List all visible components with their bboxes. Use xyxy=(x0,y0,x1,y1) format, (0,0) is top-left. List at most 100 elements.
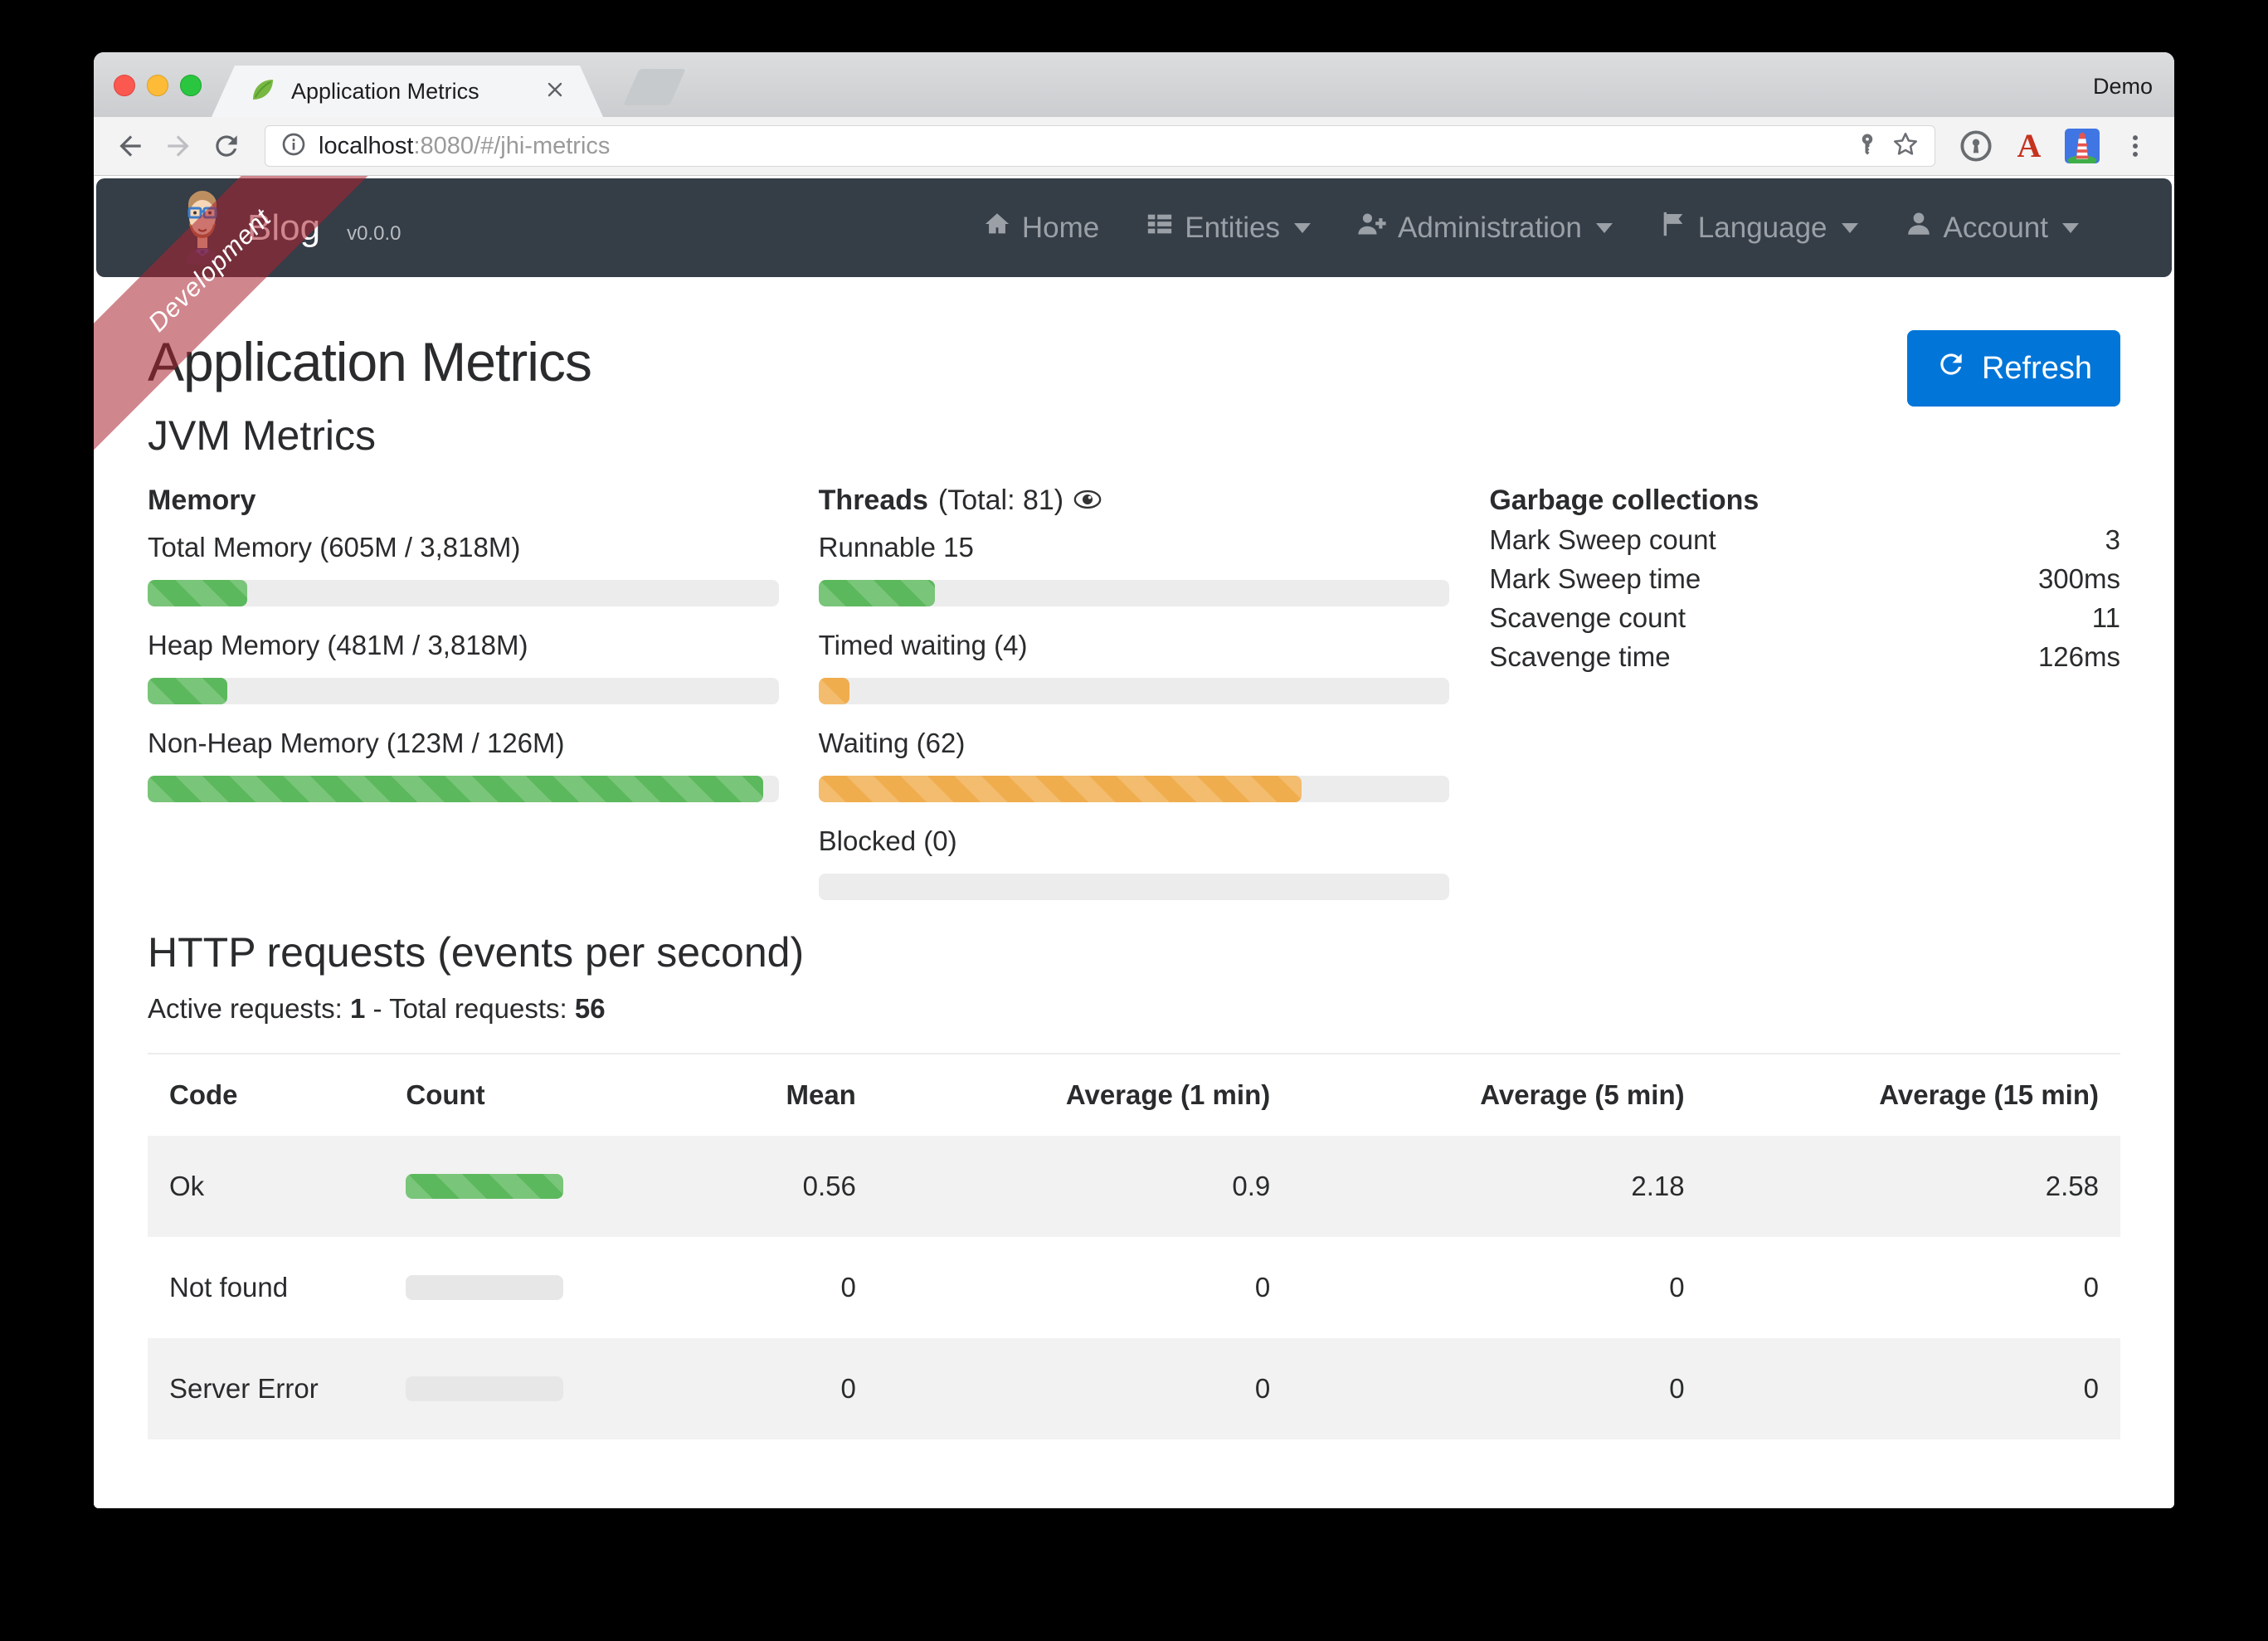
waiting-label: Waiting (62) xyxy=(818,728,966,758)
nav-item-home[interactable]: Home xyxy=(983,210,1099,246)
avg15-cell: 0 xyxy=(2083,1373,2099,1404)
spring-leaf-icon xyxy=(250,76,276,107)
nav-item-label: Home xyxy=(1021,211,1100,244)
mean-cell: 0.56 xyxy=(802,1171,856,1201)
gc-label: Mark Sweep time xyxy=(1489,563,1701,594)
brand-version: v0.0.0 xyxy=(347,222,402,245)
tab-close-icon[interactable] xyxy=(545,80,565,104)
language-icon xyxy=(1659,210,1687,246)
total-memory-label: Total Memory (605M / 3,818M) xyxy=(148,532,521,562)
lighthouse-extension-icon[interactable] xyxy=(2061,125,2103,167)
active-requests-value: 1 xyxy=(349,993,366,1024)
table-row-ok: Ok 0.56 0.9 2.18 2.58 xyxy=(148,1136,2120,1237)
progress-bar-fill xyxy=(148,678,227,704)
nonheap-memory-progress xyxy=(148,776,779,802)
avg5-cell: 0 xyxy=(1669,1272,1685,1303)
bookmark-star-icon[interactable] xyxy=(1891,130,1920,163)
threads-total-label: (Total: 81) xyxy=(937,485,1064,516)
tab-title: Application Metrics xyxy=(291,78,479,104)
header-count: Count xyxy=(406,1079,485,1110)
progress-bar-fill xyxy=(148,580,248,606)
nav-item-label: Entities xyxy=(1185,211,1281,244)
brand[interactable]: Blog v0.0.0 xyxy=(179,187,401,269)
table-row-not-found: Not found 0 0 0 0 xyxy=(148,1237,2120,1338)
avg5-cell: 2.18 xyxy=(1631,1171,1685,1201)
url-text[interactable]: localhost:8080/#/jhi-metrics xyxy=(319,133,1843,160)
header-average-1min: Average (1 min) xyxy=(1065,1079,1271,1110)
new-tab-button[interactable] xyxy=(623,69,686,105)
account-icon xyxy=(1905,210,1933,246)
count-cell xyxy=(384,1338,621,1439)
count-cell xyxy=(384,1237,621,1338)
gc-label: Scavenge count xyxy=(1489,602,1686,633)
nav-item-administration[interactable]: Administration xyxy=(1357,210,1613,246)
code-cell: Not found xyxy=(169,1272,289,1303)
browser-window: Application Metrics Demo xyxy=(94,52,2174,1508)
nav-item-account[interactable]: Account xyxy=(1905,210,2079,246)
http-requests-summary: Active requests: 1 - Total requests: 56 xyxy=(148,993,2120,1025)
avg5-cell: 0 xyxy=(1669,1373,1685,1404)
progress-bar-fill xyxy=(818,776,1302,802)
table-header-row: Code Count Mean Average (1 min) Average … xyxy=(148,1054,2120,1136)
forward-icon[interactable] xyxy=(160,128,197,164)
chevron-down-icon xyxy=(1294,222,1312,233)
memory-column: Memory Total Memory (605M / 3,818M) Heap… xyxy=(148,485,779,923)
heap-memory-progress xyxy=(148,678,779,704)
url-host: localhost xyxy=(319,132,414,159)
onepassword-extension-icon[interactable] xyxy=(1955,125,1997,167)
nav-item-entities[interactable]: Entities xyxy=(1146,210,1312,246)
reload-icon[interactable] xyxy=(208,128,245,164)
browser-profile-label[interactable]: Demo xyxy=(2092,74,2153,99)
blocked-label: Blocked (0) xyxy=(818,825,957,856)
gc-heading: Garbage collections xyxy=(1489,485,1759,516)
progress-bar-fill xyxy=(148,776,764,802)
refresh-button[interactable]: Refresh xyxy=(1906,330,2120,407)
jvm-metrics-heading: JVM Metrics xyxy=(148,412,376,459)
browser-toolbar: localhost:8080/#/jhi-metrics A xyxy=(94,117,2174,176)
gc-value: 126ms xyxy=(2037,641,2120,672)
threads-column: Threads (Total: 81) Runnable 15 Timed wa… xyxy=(818,485,1450,923)
entities-icon xyxy=(1146,210,1174,246)
key-icon[interactable] xyxy=(1855,132,1880,161)
metrics-content: Application Metrics Refresh JVM Metrics … xyxy=(148,330,2120,1439)
timed-waiting-progress xyxy=(818,678,1450,704)
red-a-extension-icon[interactable]: A xyxy=(2017,127,2042,164)
browser-menu-icon[interactable] xyxy=(2115,125,2156,167)
code-cell: Server Error xyxy=(169,1373,319,1404)
chevron-down-icon xyxy=(2062,222,2079,233)
code-cell: Ok xyxy=(169,1171,205,1201)
nav-menu: Home Entities Administration Lang xyxy=(983,210,2079,246)
back-icon[interactable] xyxy=(112,128,148,164)
refresh-icon xyxy=(1935,348,1967,388)
nav-item-label: Administration xyxy=(1398,211,1582,244)
window-close-button[interactable] xyxy=(114,75,135,96)
header-mean: Mean xyxy=(786,1079,856,1110)
refresh-button-label: Refresh xyxy=(1981,350,2092,386)
administration-icon xyxy=(1357,210,1387,246)
gc-row: Scavenge time 126ms xyxy=(1489,637,2120,676)
summary-separator: - xyxy=(372,993,382,1024)
page-title: Application Metrics xyxy=(148,331,592,392)
hipster-avatar-logo xyxy=(179,187,226,269)
jvm-metrics-grid: Memory Total Memory (605M / 3,818M) Heap… xyxy=(148,485,2120,923)
eye-icon[interactable] xyxy=(1073,485,1102,517)
browser-tab-strip: Application Metrics Demo xyxy=(94,52,2174,117)
avg15-cell: 2.58 xyxy=(2045,1171,2099,1201)
nav-item-language[interactable]: Language xyxy=(1659,210,1858,246)
progress-bar-fill xyxy=(818,580,936,606)
runnable-label: Runnable 15 xyxy=(818,532,974,562)
window-zoom-button[interactable] xyxy=(180,75,202,96)
page-info-icon[interactable] xyxy=(280,131,307,162)
browser-tab[interactable]: Application Metrics xyxy=(212,66,603,117)
threads-heading-label: Threads xyxy=(818,485,928,516)
count-cell xyxy=(384,1136,621,1237)
gc-label: Scavenge time xyxy=(1489,641,1671,672)
gc-label: Mark Sweep count xyxy=(1489,524,1716,555)
nav-item-label: Account xyxy=(1943,211,2048,244)
heap-memory-label: Heap Memory (481M / 3,818M) xyxy=(148,630,528,660)
window-minimize-button[interactable] xyxy=(147,75,168,96)
total-requests-value: 56 xyxy=(574,993,606,1024)
address-bar[interactable]: localhost:8080/#/jhi-metrics xyxy=(265,125,1935,167)
timed-waiting-label: Timed waiting (4) xyxy=(818,630,1028,660)
